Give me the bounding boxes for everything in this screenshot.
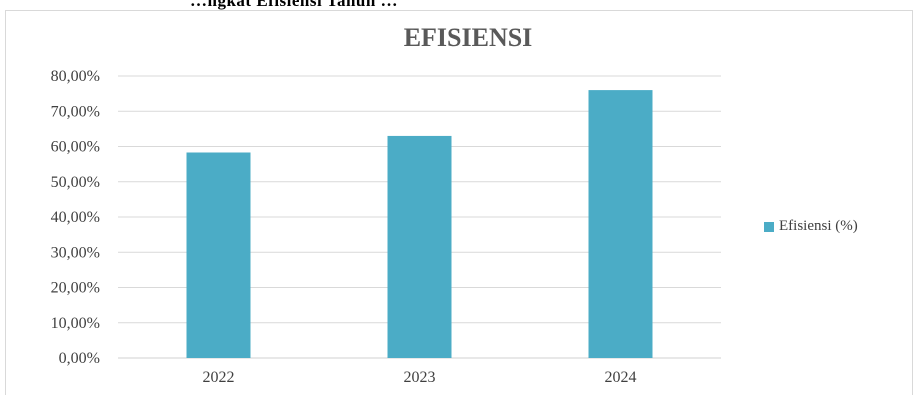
x-axis-ticks: 2022 2023 2024 [203,369,637,386]
bar-2022 [186,152,251,358]
y-tick-label: 80,00% [51,68,100,85]
y-tick-label: 40,00% [51,209,100,226]
chart-frame [5,10,913,395]
y-tick-label: 0,00% [59,350,100,367]
x-tick-label: 2024 [605,369,637,386]
y-tick-label: 70,00% [51,103,100,120]
y-tick-label: 20,00% [51,280,100,297]
y-tick-label: 30,00% [51,244,100,261]
bar-2023 [387,135,452,358]
legend: Efisiensi (%) [764,218,858,235]
y-tick-label: 50,00% [51,174,100,191]
chart-title: EFISIENSI [404,23,533,52]
y-tick-label: 10,00% [51,315,100,332]
legend-swatch [764,221,774,232]
legend-label: Efisiensi (%) [779,218,858,234]
x-tick-label: 2022 [203,369,235,386]
x-tick-label: 2023 [404,369,436,386]
y-axis-ticks: 0,00% 10,00% 20,00% 30,00% 40,00% 50,00% 60,00… [51,68,100,367]
cropped-header-text: …ngkat Efisiensi Tahun … [190,0,399,10]
y-tick-label: 60,00% [51,139,100,156]
bar-2024 [588,90,653,358]
bars [186,90,653,358]
